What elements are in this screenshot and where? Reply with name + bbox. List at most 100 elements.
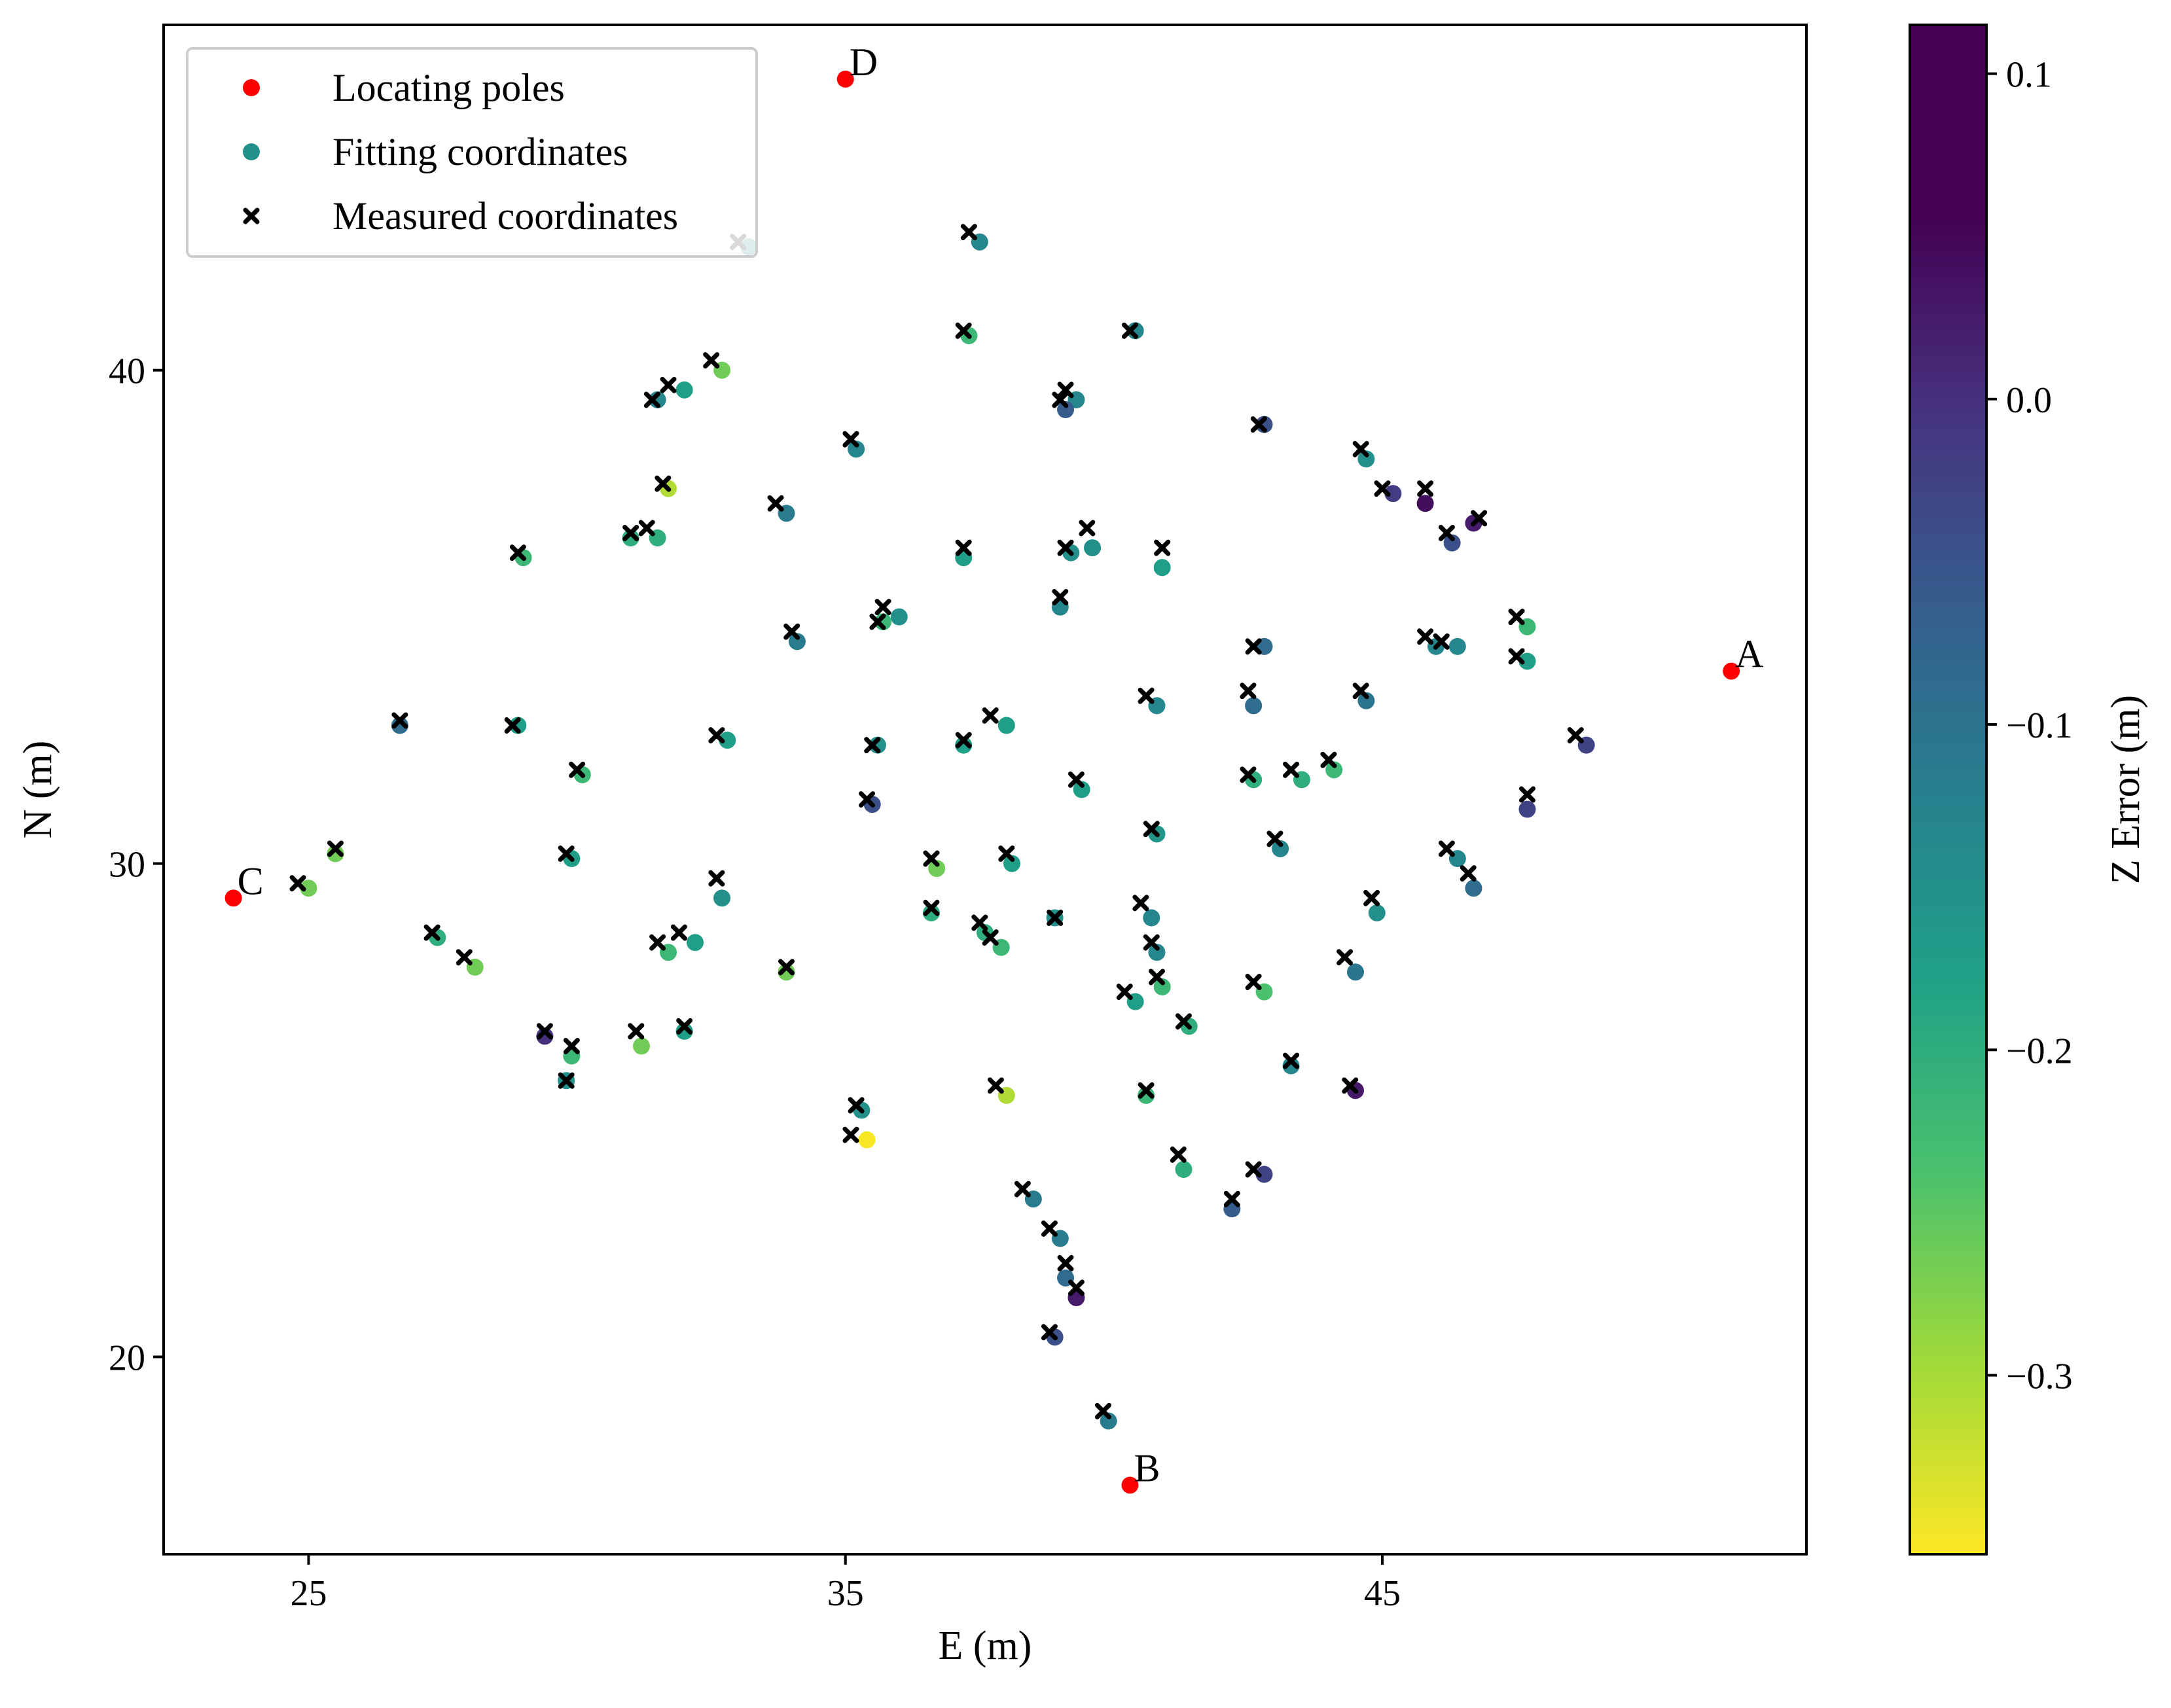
fitting-point [858,1131,876,1148]
measured-point [1154,539,1171,556]
measured-point [670,924,687,941]
fitting-point [391,717,408,734]
measured-point [783,623,800,640]
plot-area: A B C D [162,24,1808,1556]
locating-pole-d [836,70,854,88]
measured-point [569,761,586,778]
y-axis: 20 30 40 [109,351,164,1378]
y-tick-label: 20 [109,1338,145,1378]
colorbar-gradient [1909,24,1988,1556]
measured-point [622,524,639,541]
measured-point [563,1038,580,1055]
measured-point [423,924,440,941]
x-axis: 25 35 45 [290,1554,1401,1614]
measured-point [1047,910,1064,927]
measured-point [1041,1324,1058,1341]
fitting-point [1357,692,1375,709]
measured-point [1352,683,1369,700]
measured-point [708,727,725,744]
measured-point [923,850,940,867]
measured-point [842,1126,859,1143]
colorbar-label: Z Error (m) [2104,695,2148,884]
measured-point [391,712,408,729]
legend-marker-measured-coordinates [243,207,260,224]
fitting-point [1084,539,1102,557]
measured-point [327,840,344,857]
measured-point [1363,889,1380,906]
measured-point [955,732,972,749]
measured-point [289,875,306,892]
legend-label-fitting-coordinates: Fitting coordinates [332,130,628,173]
fitting-point [922,904,940,921]
measured-point [767,495,784,512]
measured-point [628,1023,645,1040]
measured-point [1041,1220,1058,1237]
fitting-point [1143,909,1160,927]
measured-point [1460,865,1477,882]
measured-point [660,376,677,393]
fitting-point [713,889,731,907]
fitting-point [327,845,344,863]
colorbar-ticks: 0.1 0.0 −0.1 −0.2 −0.3 [1986,55,2073,1397]
measured-point [778,959,795,976]
fitting-point [1255,1165,1273,1183]
fitting-point [1384,485,1402,503]
measured-point [869,613,886,630]
fitting-point [890,608,908,626]
fitting-point [955,736,973,754]
fitting-point [1138,1086,1155,1104]
measured-point [1170,1146,1187,1163]
measured-point [1508,609,1525,626]
fitting-point [1357,450,1375,468]
fitting-point [997,717,1015,734]
measured-points-layer [289,224,1584,1419]
measured-point [1079,520,1096,537]
legend: Locating poles Fitting coordinates Measu… [186,47,758,258]
measured-point [960,224,977,241]
y-tick-label: 40 [109,351,145,392]
measured-point [509,544,526,561]
measured-point [848,1097,865,1114]
colorbar-tick-label: 0.1 [2006,55,2052,96]
measured-point [1342,1077,1359,1094]
locating-pole-label: D [850,41,878,84]
fitting-point [1272,840,1289,857]
fitting-point [1100,1412,1117,1430]
measured-point [923,899,940,916]
measured-point [1068,1279,1085,1296]
measured-point [655,475,672,492]
measured-point [864,737,881,754]
colorbar-tick-label: 0.0 [2006,380,2052,421]
measured-point [1057,539,1074,556]
fitting-point [633,1037,651,1055]
measured-point [1057,382,1074,399]
fitting-point [1518,800,1536,818]
fitting-point [1057,401,1075,419]
colorbar-tick-label: −0.3 [2006,1357,2073,1397]
fitting-point [622,529,639,547]
measured-point [1283,1052,1300,1069]
measured-point [1567,727,1584,744]
measured-point [536,1023,553,1040]
legend-marker-locating-poles [243,79,260,96]
measured-point [1250,416,1267,433]
measured-point [859,791,876,808]
measured-point [708,870,725,887]
fitting-point [928,860,946,878]
measured-point [1094,1402,1111,1419]
measured-point [649,934,666,951]
fitting-point [1346,963,1364,981]
colorbar: 0.1 0.0 −0.1 −0.2 −0.3 Z Error (m) [1909,24,2148,1556]
measured-point [1508,648,1525,665]
legend-box [186,47,758,258]
locating-pole-c [224,889,242,907]
measured-point [1438,840,1455,857]
legend-label-measured-coordinates: Measured coordinates [332,194,678,238]
fitting-point [1448,637,1466,655]
measured-point [982,929,999,946]
fitting-point [1003,855,1021,872]
measured-point [1014,1181,1031,1198]
measured-point [1320,751,1337,768]
